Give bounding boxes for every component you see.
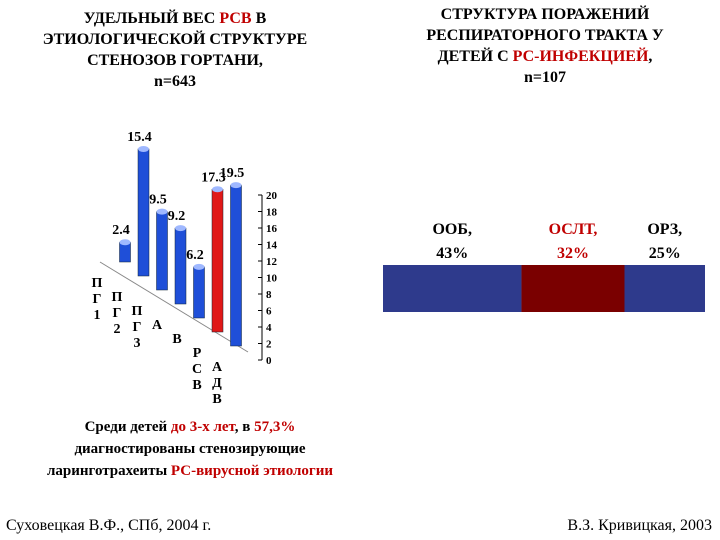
y-tick-label: 10	[266, 273, 278, 285]
title-part: РЕСПИРАТОРНОГО ТРАКТА У	[426, 27, 664, 44]
x-tick-char: 3	[134, 336, 141, 351]
x-tick-char: А	[212, 360, 223, 375]
value-label: 25%	[649, 245, 681, 262]
right-title: СТРУКТУРА ПОРАЖЕНИЙ РЕСПИРАТОРНОГО ТРАКТ…	[370, 4, 720, 88]
y-tick-label: 4	[266, 322, 272, 334]
footer-right: В.З. Кривицкая, 2003	[567, 517, 712, 534]
y-tick-label: 8	[266, 289, 272, 301]
bar	[211, 189, 224, 333]
legend-label: ОСЛТ,	[549, 221, 598, 238]
note: Среди детей до 3-х лет, в 57,3% диагност…	[40, 416, 340, 482]
x-tick-char: Д	[212, 376, 222, 391]
floor-edge	[99, 261, 249, 353]
y-tick-label: 20	[266, 190, 278, 202]
note-part: РС-вирусной этиологии	[170, 463, 334, 479]
value-label: 15.4	[127, 130, 152, 145]
title-part: СТЕНОЗОВ ГОРТАНИ,	[87, 52, 263, 69]
legend-label: ОРЗ,	[647, 221, 682, 238]
y-tick-label: 14	[266, 240, 278, 252]
x-tick-char: Г	[113, 306, 122, 321]
legend-label: ООБ,	[432, 221, 471, 238]
x-tick-char: П	[92, 276, 103, 291]
bar-segment	[624, 265, 705, 312]
x-tick-char: В	[172, 332, 181, 347]
x-tick-char: Р	[193, 346, 202, 361]
bar-top	[193, 263, 205, 270]
title-part: ,	[648, 48, 653, 65]
x-tick-char: В	[192, 378, 201, 393]
x-tick-char: 1	[94, 308, 101, 323]
subtitle: n=107	[523, 69, 566, 86]
bar-top	[119, 239, 131, 246]
value-label: 6.2	[186, 248, 204, 263]
title-part: РСВ	[219, 10, 252, 27]
title-part: В	[251, 10, 267, 27]
bar-top	[230, 182, 242, 189]
subtitle: n=643	[153, 73, 196, 90]
bar-top	[138, 145, 149, 152]
y-tick-label: 2	[266, 339, 272, 351]
y-tick-label: 12	[266, 256, 278, 268]
title-part: РС-ИНФЕКЦИЕЙ	[512, 48, 649, 65]
note-part: Среди детей	[84, 419, 171, 435]
note-part: диагностированы стенозирующие ларинготра…	[46, 441, 306, 479]
title-part: ДЕТЕЙ С	[437, 48, 513, 65]
y-tick-label: 0	[266, 355, 272, 367]
x-tick-char: В	[212, 392, 221, 407]
y-tick-label: 16	[266, 223, 278, 235]
x-tick-char: С	[192, 362, 202, 377]
x-tick-char: П	[112, 290, 123, 305]
note-part: 57,3%	[254, 419, 296, 435]
y-tick-label: 6	[266, 306, 272, 318]
y-tick-label: 18	[266, 207, 278, 219]
note-part: , в	[234, 419, 255, 435]
bar	[193, 266, 205, 319]
value-label: 9.5	[149, 193, 167, 208]
x-tick-char: П	[132, 304, 143, 319]
value-label: 32%	[557, 245, 589, 262]
x-tick-char: Г	[133, 320, 142, 335]
title-part: СТРУКТУРА ПОРАЖЕНИЙ	[440, 6, 650, 23]
value-label: 2.4	[112, 223, 130, 238]
note-part: до 3-х лет	[170, 419, 235, 435]
bar-segment	[521, 265, 625, 312]
bar-top	[212, 186, 223, 193]
value-label: 43%	[436, 245, 468, 262]
title-part: ЭТИОЛОГИЧЕСКОЙ СТРУКТУРЕ	[42, 31, 308, 48]
value-label: 17.3	[201, 170, 226, 185]
value-label: 19.5	[220, 166, 245, 181]
bar-top	[175, 225, 186, 232]
bar	[230, 184, 242, 347]
x-tick-char: 2	[114, 322, 121, 337]
title-part: УДЕЛЬНЫЙ ВЕС	[83, 10, 220, 27]
left-title: УДЕЛЬНЫЙ ВЕС РСВ В ЭТИОЛОГИЧЕСКОЙ СТРУКТ…	[0, 8, 350, 92]
value-label: 9.2	[168, 209, 186, 224]
x-tick-label: В	[172, 332, 181, 347]
bar-top	[156, 208, 168, 215]
x-tick-char: А	[152, 318, 163, 333]
footer-left: Суховецкая В.Ф., СПб, 2004 г.	[6, 517, 212, 534]
x-tick-label: А	[152, 318, 163, 333]
bar	[174, 227, 187, 305]
bar-segment	[383, 265, 522, 312]
x-tick-char: Г	[93, 292, 102, 307]
bar	[137, 148, 150, 277]
bar	[156, 211, 168, 291]
